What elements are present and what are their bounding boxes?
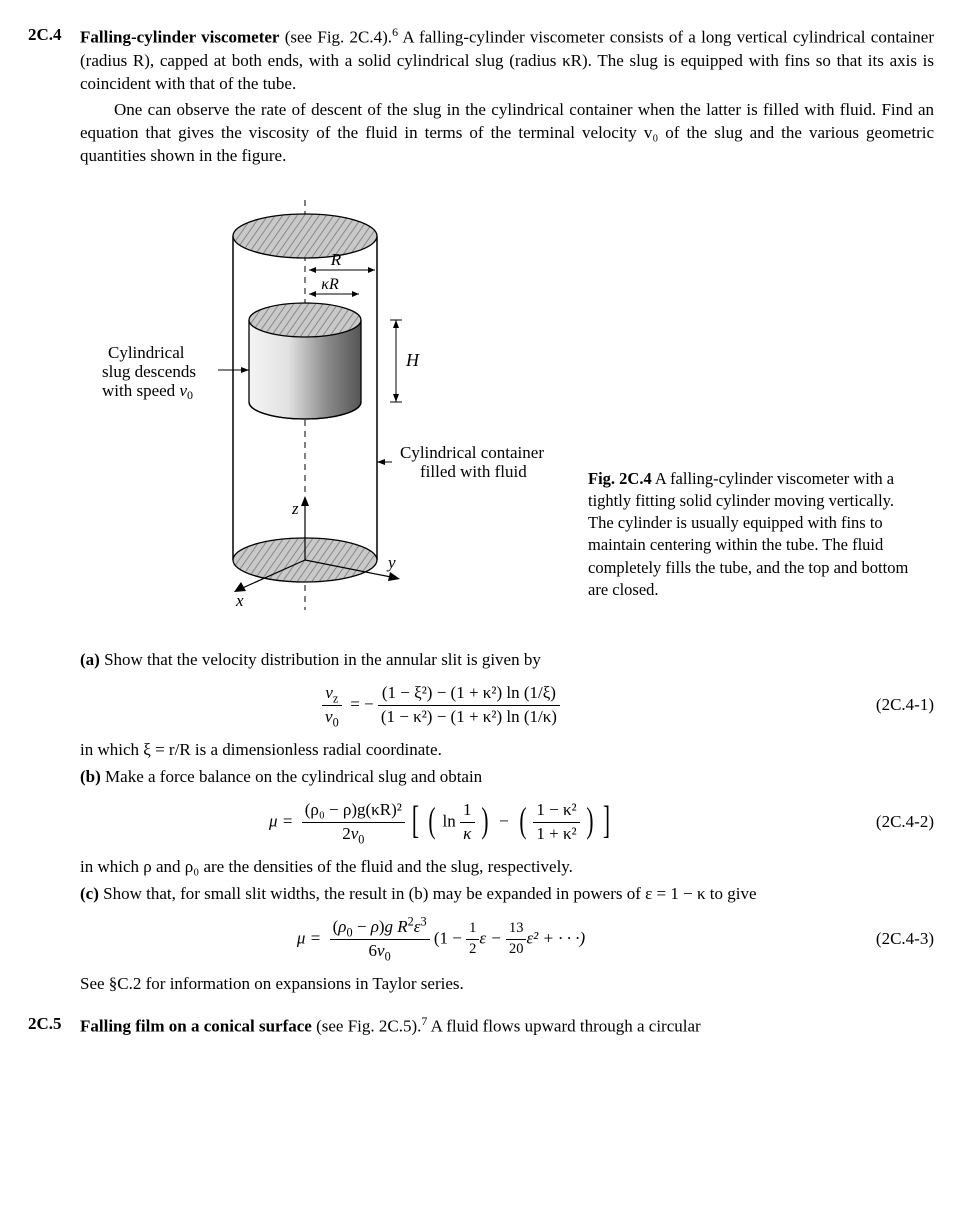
figure-2c4: R κR H Cylindrical slug descends with sp… [80,190,934,627]
part-b-intro: (b) Make a force balance on the cylindri… [80,766,934,789]
equation-2: μ = (ρ₀ − ρ)g(κR)² 2v0 [ ( ln 1 κ ) − ( … [28,799,934,846]
equation-3-number: (2C.4-3) [854,928,934,951]
label-H: H [405,350,420,370]
label-kR: κR [321,276,339,293]
problem-title: Falling-cylinder viscometer [80,28,279,47]
problem-number: 2C.4 [28,24,80,172]
slug-label-l2: slug descends [102,362,196,381]
container-label-l2: filled with fluid [420,462,527,481]
label-R: R [330,250,342,269]
problem-2c4: 2C.4 Falling-cylinder viscometer (see Fi… [28,24,934,172]
equation-2-body: μ = (ρ₀ − ρ)g(κR)² 2v0 [ ( ln 1 κ ) − ( … [28,799,854,846]
container-label-l1: Cylindrical container [400,443,544,462]
part-b-label: (b) [80,767,101,786]
title-suffix: (see Fig. 2C.4). [279,28,392,47]
part-a-after-text: in which ξ = r/R is a dimensionless radi… [80,739,934,762]
part-b-after: in which ρ and ρ₀ are the densities of t… [80,856,934,879]
problem2-title: Falling film on a conical surface [80,1017,312,1036]
problem-body: Falling-cylinder viscometer (see Fig. 2C… [80,24,934,172]
problem2-number: 2C.5 [28,1013,80,1043]
equation-1-number: (2C.4-1) [854,694,934,717]
figure-caption-text: A falling-cylinder viscometer with a tig… [588,469,908,599]
axis-x: x [235,591,244,610]
part-c: (c) Show that, for small slit widths, th… [80,883,934,906]
axis-y: y [386,553,396,572]
part-c-label: (c) [80,884,99,903]
part-c-after-text: See §C.2 for information on expansions i… [80,973,934,996]
part-c-intro: (c) Show that, for small slit widths, th… [80,883,934,906]
part-a: (a) Show that the velocity distribution … [80,649,934,672]
problem2-body: Falling film on a conical surface (see F… [80,1013,934,1043]
viscometer-diagram: R κR H Cylindrical slug descends with sp… [80,190,560,620]
problem-2c5: 2C.5 Falling film on a conical surface (… [28,1013,934,1043]
equation-3-body: μ = (ρ0 − ρ)g R2ε3 6v0 (1 − 1 2 ε − 13 2… [28,916,854,963]
figure-caption: Fig. 2C.4 A falling-cylinder viscometer … [588,468,918,628]
problem-para-1: Falling-cylinder viscometer (see Fig. 2C… [80,24,934,95]
equation-3: μ = (ρ0 − ρ)g R2ε3 6v0 (1 − 1 2 ε − 13 2… [28,916,934,963]
problem-para-2: One can observe the rate of descent of t… [80,99,934,168]
part-c-after: See §C.2 for information on expansions i… [80,973,934,996]
part-a-intro: (a) Show that the velocity distribution … [80,649,934,672]
equation-2-number: (2C.4-2) [854,811,934,834]
figure-caption-bold: Fig. 2C.4 [588,469,652,488]
problem2-title-suffix: (see Fig. 2C.5). [312,1017,422,1036]
part-b: (b) Make a force balance on the cylindri… [80,766,934,789]
slug-label-l1: Cylindrical [108,343,185,362]
slug-label-l3: with speed v0 [102,381,193,402]
part-a-label: (a) [80,650,100,669]
part-b-after-text: in which ρ and ρ₀ are the densities of t… [80,856,934,879]
problem2-tail: A fluid flows upward through a circular [427,1017,700,1036]
figure-svg-container: R κR H Cylindrical slug descends with sp… [80,190,560,627]
equation-1-body: vz v0 = − (1 − ξ²) − (1 + κ²) ln (1/ξ) (… [28,682,854,729]
axis-z: z [291,499,299,518]
equation-1: vz v0 = − (1 − ξ²) − (1 + κ²) ln (1/ξ) (… [28,682,934,729]
part-a-after: in which ξ = r/R is a dimensionless radi… [80,739,934,762]
problem2-para: Falling film on a conical surface (see F… [80,1013,934,1039]
